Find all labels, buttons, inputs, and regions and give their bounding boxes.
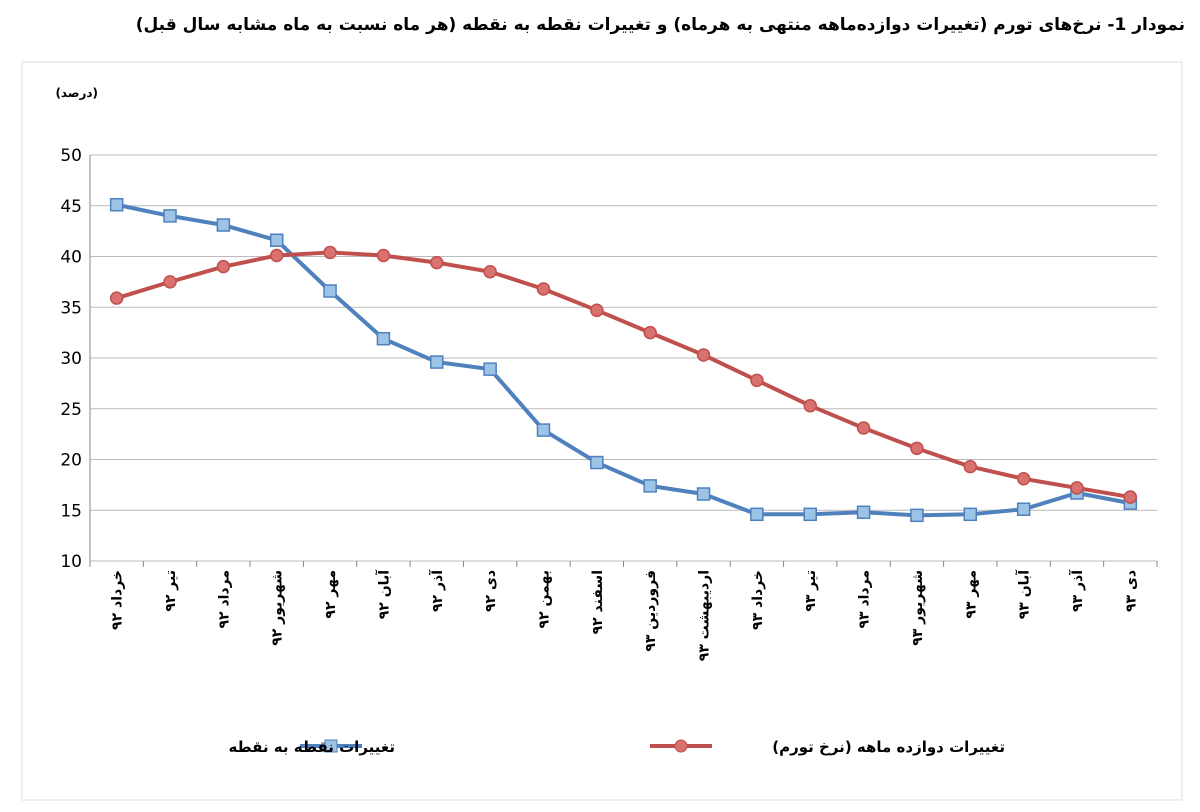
y-tick-label: 45	[60, 197, 82, 217]
marker	[430, 355, 444, 369]
marker	[269, 248, 284, 263]
marker	[803, 507, 817, 522]
marker	[109, 291, 124, 305]
y-tick-label: 10	[60, 552, 82, 572]
x-tick-label: بهمن ۹۲	[536, 570, 552, 628]
y-tick-label: 15	[60, 501, 82, 521]
x-tick-label: مهر ۹۲	[323, 570, 339, 619]
x-tick-label: خرداد ۹۲	[110, 570, 126, 630]
legend-marker	[324, 739, 338, 753]
marker	[376, 331, 391, 346]
chart-frame	[21, 61, 1183, 801]
marker	[910, 508, 924, 523]
marker	[536, 282, 551, 296]
marker	[163, 275, 177, 289]
marker	[696, 487, 711, 501]
y-axis-label: (درصد)	[55, 86, 98, 100]
marker	[910, 441, 924, 456]
x-tick-label: آبان ۹۲	[374, 569, 392, 619]
marker	[963, 459, 978, 474]
x-tick-label: شهریور ۹۳	[910, 570, 926, 646]
legend-label: تغییرات دوازده ماهه (نرخ تورم)	[772, 738, 1005, 756]
x-tick-label: تیر ۹۳	[803, 570, 819, 612]
marker	[1016, 472, 1031, 486]
marker	[590, 455, 604, 470]
x-tick-label: دی ۹۳	[1123, 570, 1139, 612]
marker	[376, 248, 391, 263]
marker	[750, 373, 764, 388]
x-tick-label: دی ۹۲	[483, 570, 499, 612]
marker	[643, 325, 657, 340]
marker	[750, 507, 764, 522]
y-tick-label: 20	[60, 451, 82, 471]
y-tick-label: 40	[60, 248, 82, 268]
marker	[109, 197, 124, 212]
marker	[323, 245, 337, 260]
marker	[269, 233, 284, 248]
marker	[536, 423, 551, 437]
marker	[323, 284, 337, 298]
x-tick-label: آبان ۹۳	[1015, 569, 1033, 619]
x-tick-label: اسفند ۹۲	[590, 570, 606, 634]
y-tick-label: 30	[60, 349, 82, 369]
y-tick-label: 35	[60, 298, 82, 318]
marker	[1016, 502, 1031, 516]
x-tick-label: تیر ۹۲	[163, 570, 179, 612]
marker	[856, 505, 871, 520]
legend-label: تغییرات نقطه به نقطه	[228, 738, 395, 756]
x-tick-label: مرداد ۹۲	[216, 570, 232, 629]
x-tick-label: آذر ۹۲	[428, 569, 446, 612]
marker	[483, 264, 497, 279]
marker	[163, 209, 177, 223]
marker	[590, 303, 604, 318]
series-line	[116, 250, 1131, 500]
marker	[1123, 490, 1138, 504]
marker	[1070, 481, 1084, 495]
marker	[430, 255, 444, 270]
x-tick-label: شهریور ۹۲	[270, 570, 286, 646]
marker	[803, 398, 817, 413]
x-tick-label: مهر ۹۳	[963, 570, 979, 619]
y-tick-label: 50	[60, 146, 82, 166]
x-tick-label: اردیبهشت ۹۳	[697, 570, 713, 661]
legend-marker	[674, 739, 688, 753]
marker	[696, 348, 711, 362]
marker	[216, 218, 231, 232]
marker	[856, 421, 871, 435]
marker	[216, 259, 231, 274]
marker	[963, 507, 978, 522]
x-tick-label: خرداد ۹۳	[750, 570, 766, 630]
marker	[643, 479, 657, 493]
x-tick-label: مرداد ۹۳	[857, 570, 873, 629]
y-tick-label: 25	[60, 400, 82, 420]
series-line	[116, 202, 1131, 518]
chart-title: نمودار 1- نرخ‌های تورم (تغییرات دوازده‌م…	[136, 15, 1185, 35]
x-tick-label: آذر ۹۳	[1068, 569, 1086, 612]
marker	[483, 362, 497, 376]
x-tick-label: فروردین ۹۳	[643, 570, 659, 652]
